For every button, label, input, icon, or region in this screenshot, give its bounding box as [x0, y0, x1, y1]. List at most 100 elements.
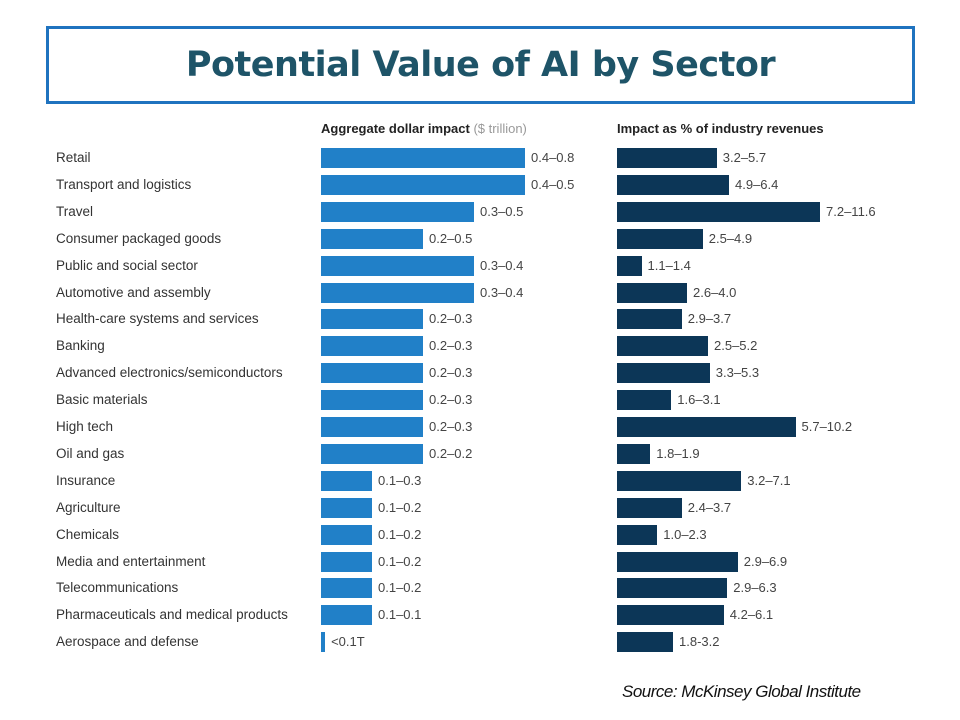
dollar-value-label: 0.1–0.2 — [378, 553, 422, 569]
pct-value-label: 2.6–4.0 — [693, 284, 737, 300]
dollar-bar — [321, 201, 474, 222]
category-label: Aerospace and defense — [56, 634, 199, 650]
dollar-bar — [321, 417, 423, 437]
category-label: Basic materials — [56, 392, 148, 408]
dollar-bar — [321, 390, 423, 411]
category-label: Telecommunications — [56, 580, 179, 596]
pct-value-label: 4.9–6.4 — [735, 176, 779, 192]
dollar-bar — [321, 605, 372, 626]
dollar-bar — [321, 255, 474, 276]
dollar-value-label: 0.3–0.5 — [480, 203, 524, 219]
pct-value-label: 2.4–3.7 — [687, 499, 732, 515]
pct-bar — [617, 309, 682, 330]
dollar-panel-header: Aggregate dollar impact ($ trillion) — [321, 121, 527, 136]
pct-value-label: 5.7–10.2 — [801, 419, 853, 434]
dollar-value-label: 0.2–0.5 — [429, 230, 473, 246]
category-label: Retail — [56, 150, 91, 165]
pct-value-label: 1.8-3.2 — [679, 634, 720, 650]
dollar-bar — [321, 228, 423, 249]
slide-title: Potential Value of AI by Sector — [185, 45, 776, 85]
pct-value-label: 2.9–6.3 — [733, 580, 777, 596]
dollar-bar — [321, 497, 372, 518]
pct-value-label: 1.6–3.1 — [677, 392, 721, 408]
pct-value-label: 4.2–6.1 — [729, 607, 774, 623]
dollar-bar — [321, 282, 474, 303]
dollar-bar — [321, 363, 423, 384]
category-label: Oil and gas — [56, 445, 125, 461]
pct-bar — [617, 336, 708, 357]
pct-value-label: 3.3–5.3 — [715, 365, 760, 381]
pct-panel-header: Impact as % of industry revenues — [617, 121, 824, 136]
dollar-bar — [321, 578, 372, 599]
pct-bar — [617, 524, 658, 545]
category-label: Public and social sector — [56, 257, 198, 273]
dollar-value-label: 0.4–0.8 — [531, 150, 575, 165]
pct-bar — [617, 363, 710, 384]
category-label: Insurance — [56, 472, 116, 488]
category-label: Consumer packaged goods — [56, 230, 222, 246]
dollar-value-label: 0.2–0.3 — [429, 365, 473, 381]
pct-value-label: 3.2–7.1 — [747, 472, 791, 488]
title-box: Potential Value of AI by Sector — [46, 26, 915, 104]
pct-value-label: 2.5–4.9 — [708, 230, 753, 246]
pct-bar — [617, 174, 729, 195]
dollar-value-label: 0.1–0.1 — [378, 607, 422, 623]
dollar-value-label: <0.1T — [331, 634, 365, 650]
dollar-value-label: 0.2–0.3 — [429, 392, 473, 408]
dollar-value-label: 0.2–0.3 — [429, 311, 473, 327]
category-label: Automotive and assembly — [56, 284, 211, 300]
dollar-bar — [321, 309, 423, 330]
pct-bar — [617, 443, 651, 464]
dollar-bar — [321, 470, 372, 491]
pct-bar — [617, 578, 728, 599]
pct-bar — [617, 282, 687, 303]
dollar-bar — [321, 148, 525, 168]
pct-value-label: 7.2–11.6 — [826, 203, 876, 219]
dollar-bar — [321, 524, 372, 545]
dollar-value-label: 0.2–0.3 — [429, 338, 473, 354]
pct-bar — [617, 201, 820, 222]
dollar-value-label: 0.3–0.4 — [480, 257, 524, 273]
dollar-value-label: 0.4–0.5 — [531, 176, 575, 192]
pct-value-label: 3.2–5.7 — [722, 150, 767, 165]
pct-value-label: 2.9–3.7 — [687, 311, 732, 327]
dollar-panel-unit: ($ trillion) — [473, 121, 527, 136]
category-label: High tech — [56, 419, 114, 434]
dollar-value-label: 0.1–0.2 — [378, 499, 422, 515]
pct-value-label: 1.1–1.4 — [647, 257, 691, 273]
category-label: Advanced electronics/semiconductors — [56, 365, 283, 381]
category-label: Banking — [56, 338, 105, 354]
pct-bar — [617, 255, 642, 276]
dollar-bar — [321, 336, 423, 357]
pct-bar — [617, 417, 796, 437]
pct-bar — [617, 470, 742, 491]
pct-bar — [617, 605, 724, 626]
dollar-panel-title: Aggregate dollar impact — [321, 121, 470, 136]
dollar-value-label: 0.1–0.3 — [378, 472, 422, 488]
pct-value-label: 2.9–6.9 — [743, 553, 788, 569]
dollar-value-label: 0.3–0.4 — [480, 284, 524, 300]
category-label: Health-care systems and services — [56, 311, 259, 327]
pct-panel-title: Impact as % of industry revenues — [617, 121, 824, 136]
dollar-value-label: 0.1–0.2 — [378, 580, 422, 596]
dollar-bar — [321, 551, 372, 572]
pct-bar — [617, 551, 738, 572]
dollar-value-label: 0.2–0.2 — [429, 445, 473, 461]
pct-bar — [617, 228, 703, 249]
dollar-bar — [321, 632, 326, 653]
dollar-bar — [321, 443, 423, 464]
pct-value-label: 1.8–1.9 — [656, 445, 700, 461]
category-label: Travel — [56, 203, 94, 219]
category-label: Agriculture — [56, 499, 121, 515]
source-note: Source: McKinsey Global Institute — [622, 682, 861, 701]
dollar-value-label: 0.1–0.2 — [378, 526, 422, 542]
pct-bar — [617, 497, 682, 518]
pct-value-label: 2.5–5.2 — [714, 338, 758, 354]
category-label: Pharmaceuticals and medical products — [56, 607, 288, 623]
dollar-value-label: 0.2–0.3 — [429, 419, 473, 434]
pct-bar — [617, 390, 672, 411]
pct-bar — [617, 148, 717, 168]
pct-bar — [617, 632, 673, 653]
pct-value-label: 1.0–2.3 — [663, 526, 707, 542]
